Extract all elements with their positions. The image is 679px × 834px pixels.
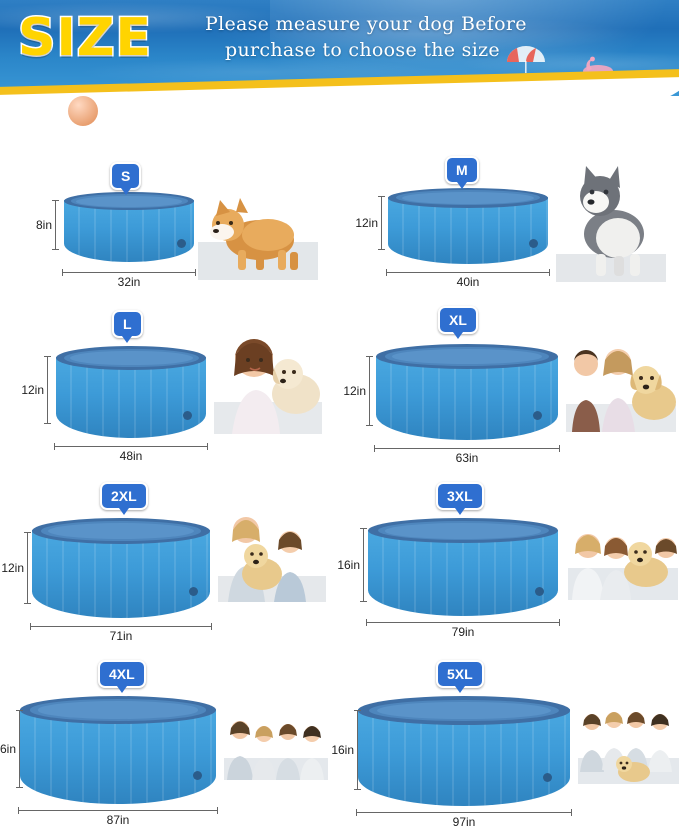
pool-illustration-4xl xyxy=(20,696,216,804)
diameter-dimension-3xl: 79in xyxy=(366,619,560,639)
size-badge-xl: XL xyxy=(438,306,478,339)
diameter-dimension-s: 32in xyxy=(62,269,196,289)
diameter-dimension-l: 48in xyxy=(54,443,208,463)
umbrella-icon xyxy=(507,46,545,73)
pool-illustration-3xl xyxy=(368,518,558,616)
pool-illustration-l xyxy=(56,346,206,438)
diameter-dimension-4xl: 87in xyxy=(18,807,218,827)
size-badge-l: L xyxy=(112,310,143,343)
size-card-xl: XL 12in 63in xyxy=(340,302,679,470)
height-dimension-5xl: 16in xyxy=(330,710,361,790)
photo-corgi xyxy=(198,180,318,280)
photo-family-group xyxy=(224,708,328,780)
photo-family-lying-with-dog xyxy=(568,506,678,600)
height-dimension-xl: 12in xyxy=(342,356,373,426)
size-card-s: S 8in 32in xyxy=(0,140,340,300)
header-instruction-line1: Please measure your dog Before xyxy=(205,13,527,35)
diameter-dimension-2xl: 71in xyxy=(30,623,212,643)
size-badge-5xl: 5XL xyxy=(436,660,484,693)
photo-large-family-with-dogs xyxy=(578,702,679,784)
height-dimension-4xl: 16in xyxy=(0,710,23,788)
size-badge-4xl: 4XL xyxy=(98,660,146,693)
size-card-5xl: 5XL 16in 97in xyxy=(331,646,679,834)
size-card-3xl: 3XL 16in 79in xyxy=(337,470,679,646)
height-dimension-m: 12in xyxy=(352,196,385,250)
size-badge-2xl: 2XL xyxy=(100,482,148,515)
size-badge-3xl: 3XL xyxy=(436,482,484,515)
height-dimension-3xl: 16in xyxy=(336,528,367,602)
beach-ball-icon xyxy=(68,96,98,126)
diameter-dimension-xl: 63in xyxy=(374,445,560,465)
pool-illustration-2xl xyxy=(32,518,210,618)
height-dimension-l: 12in xyxy=(18,356,51,424)
size-grid: S 8in 32in xyxy=(0,140,679,834)
header-instruction: Please measure your dog Before purchase … xyxy=(205,12,665,63)
header-banner: SIZE Please measure your dog Before purc… xyxy=(0,0,679,96)
size-badge-m: M xyxy=(445,156,479,189)
size-card-4xl: 4XL 16in 87in xyxy=(0,646,340,834)
pool-illustration-xl xyxy=(376,344,558,440)
photo-husky xyxy=(556,158,666,282)
height-dimension-s: 8in xyxy=(26,200,59,250)
header-instruction-line2: purchase to choose the size xyxy=(225,38,500,61)
page-title: SIZE xyxy=(16,8,153,68)
diameter-dimension-m: 40in xyxy=(386,269,550,289)
pool-illustration-5xl xyxy=(358,696,570,806)
diameter-dimension-5xl: 97in xyxy=(356,809,572,829)
photo-girl-with-dog xyxy=(214,328,322,434)
size-card-m: M 12in 40in xyxy=(340,140,679,300)
pool-illustration-m xyxy=(388,188,548,264)
size-card-2xl: 2XL 12in 71in xyxy=(0,470,340,646)
size-badge-s: S xyxy=(110,162,142,195)
pool-illustration-s xyxy=(64,192,194,262)
photo-children-with-golden xyxy=(566,328,676,432)
height-dimension-2xl: 12in xyxy=(0,532,31,604)
photo-family-with-dog xyxy=(218,502,326,602)
size-card-l: L 12in 48in xyxy=(0,302,340,470)
